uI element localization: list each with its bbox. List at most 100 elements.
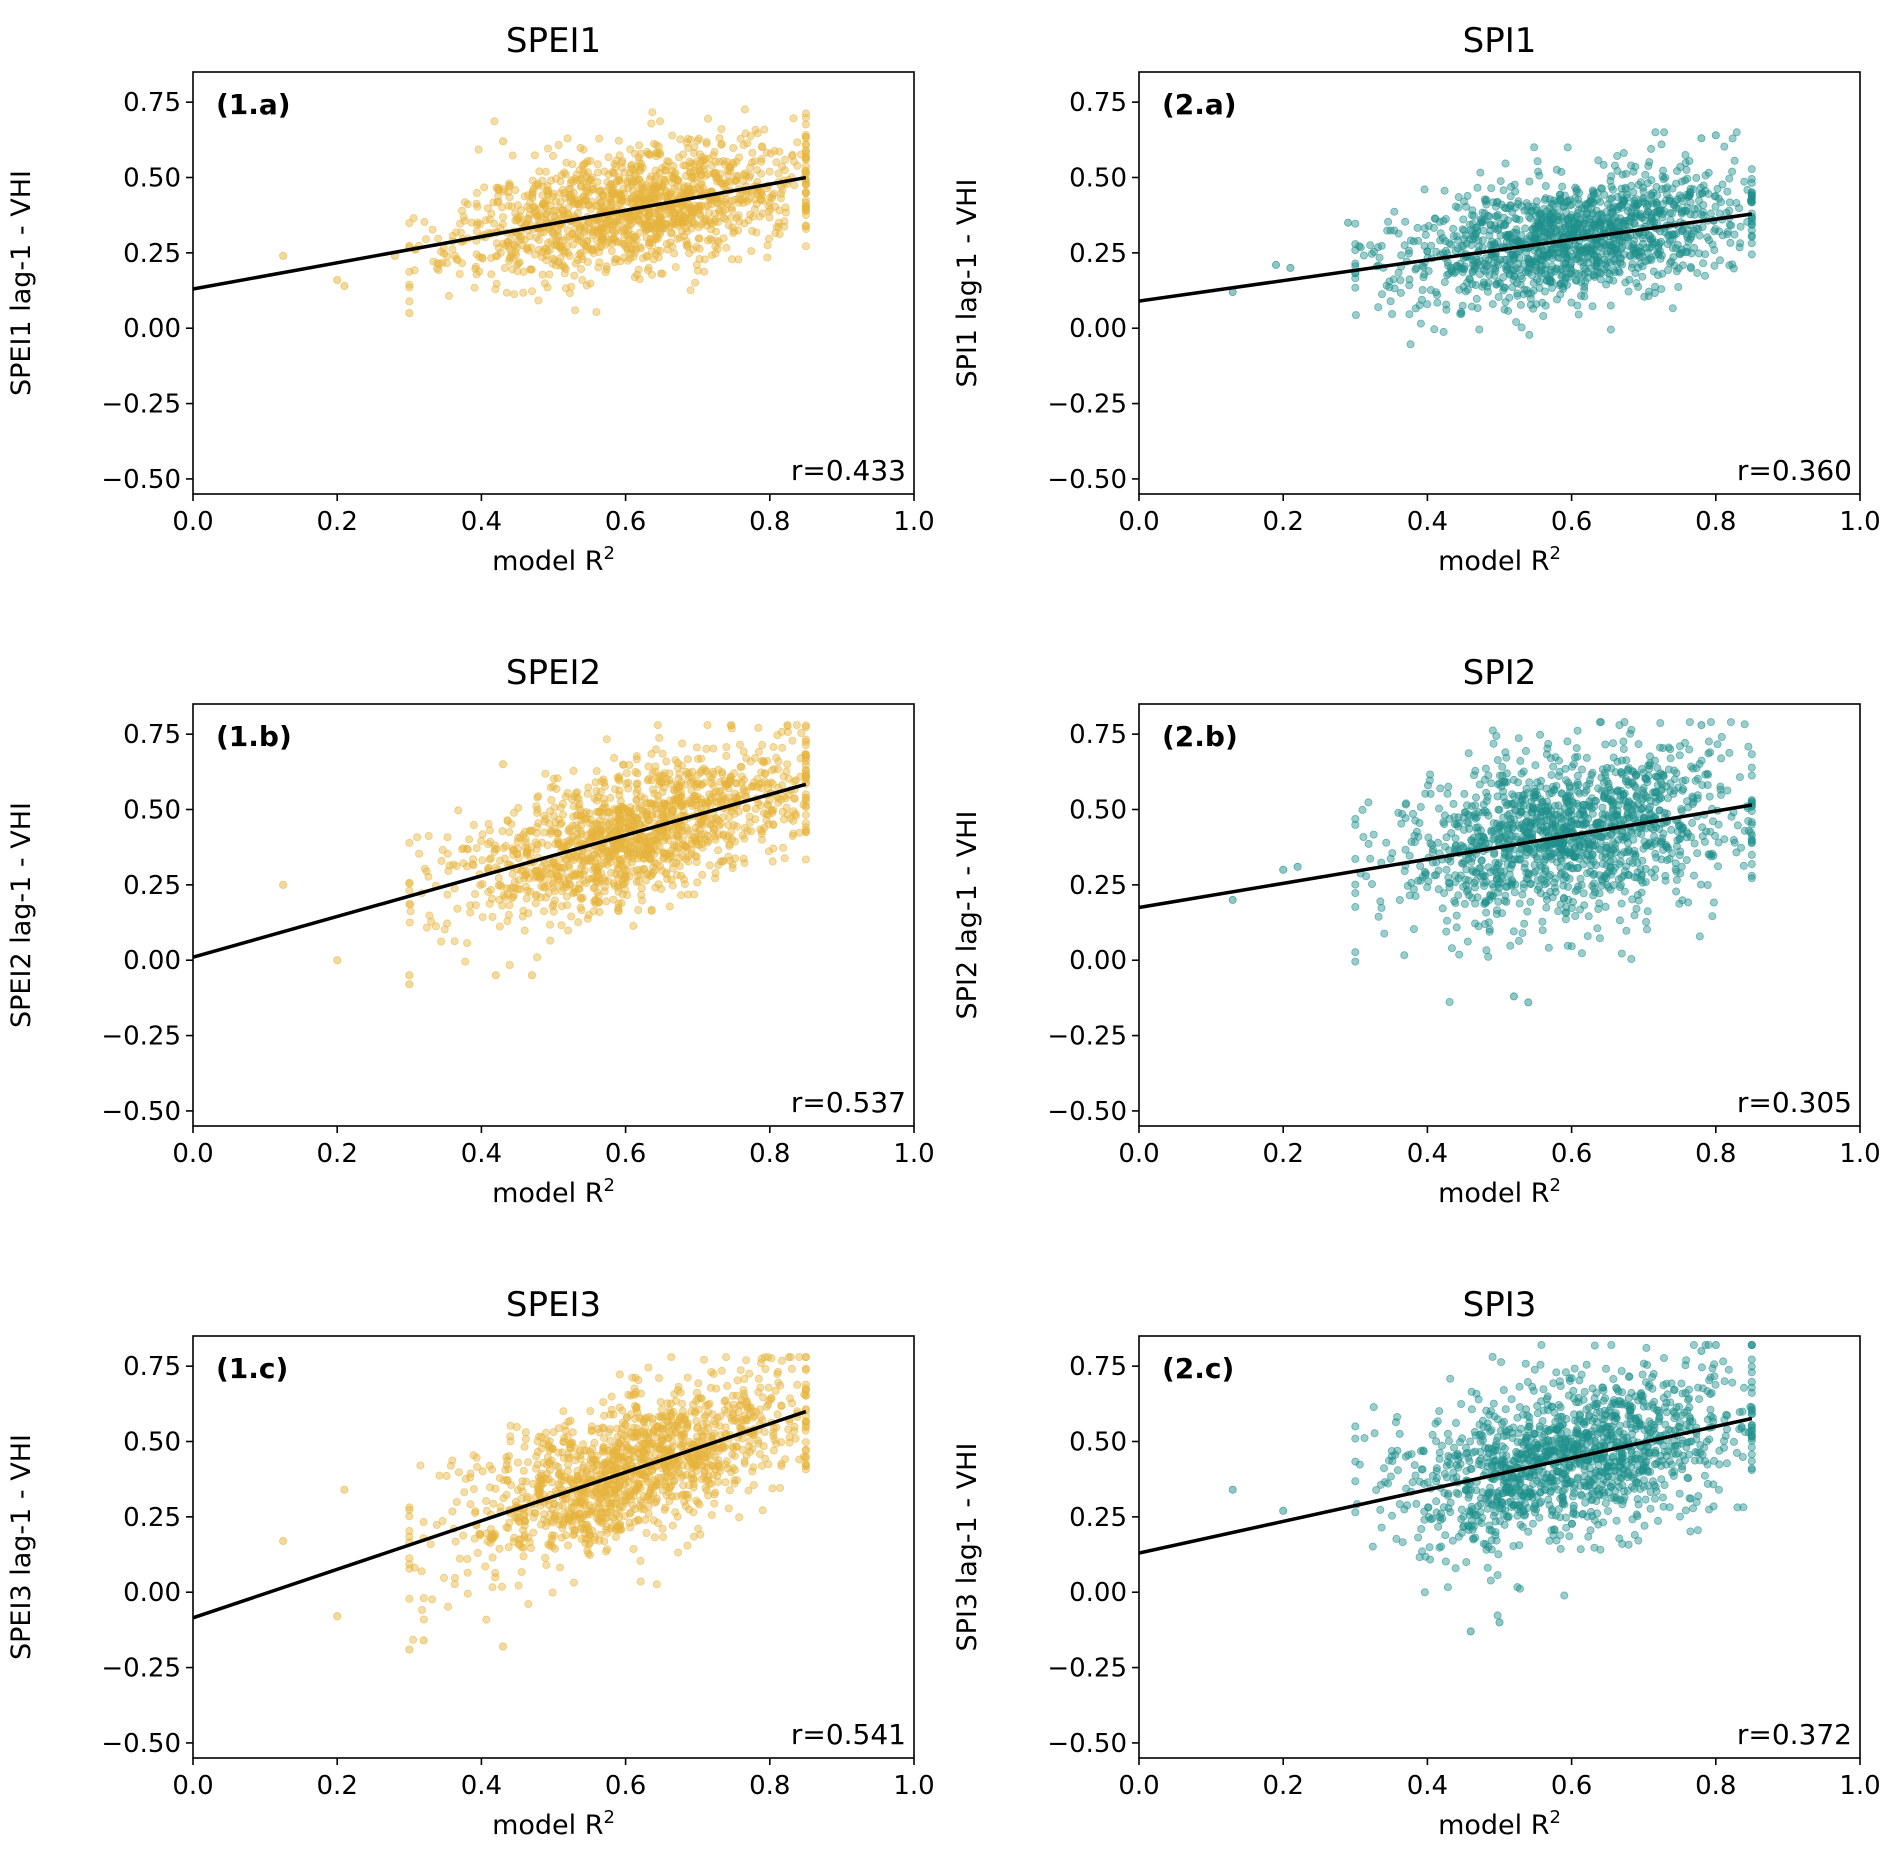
data-point <box>801 147 810 156</box>
data-point <box>600 883 609 892</box>
data-point <box>1632 231 1641 240</box>
data-point <box>710 147 719 156</box>
data-point <box>588 821 597 830</box>
data-point <box>1669 230 1678 239</box>
x-tick-label: 0.4 <box>1407 507 1448 537</box>
data-point <box>1616 214 1625 223</box>
data-point <box>1580 254 1589 263</box>
data-point <box>727 203 736 212</box>
data-point <box>500 893 509 902</box>
data-point <box>409 214 418 223</box>
data-point <box>1723 227 1732 236</box>
data-point <box>1671 859 1680 868</box>
y-axis-label: SPI1 lag-1 - VHI <box>952 179 983 388</box>
data-point <box>637 884 646 893</box>
correlation-label: r=0.433 <box>791 454 906 487</box>
data-point <box>1629 167 1638 176</box>
data-point <box>519 288 528 297</box>
data-point <box>595 258 604 267</box>
data-point <box>1656 206 1665 215</box>
data-point <box>738 831 747 840</box>
data-point <box>1726 238 1735 247</box>
data-point <box>1532 853 1541 862</box>
data-point <box>510 877 519 886</box>
data-point <box>500 263 509 272</box>
data-point <box>632 235 641 244</box>
data-point <box>711 874 720 883</box>
data-point <box>1656 719 1665 728</box>
data-point <box>490 844 499 853</box>
data-point <box>546 829 555 838</box>
data-point <box>1682 248 1691 257</box>
data-point <box>1736 222 1745 231</box>
data-point <box>615 826 624 835</box>
data-point <box>560 248 569 257</box>
data-point <box>739 747 748 756</box>
data-point <box>614 887 623 896</box>
correlation-label: r=0.537 <box>791 1086 906 1119</box>
data-point <box>551 197 560 206</box>
data-point <box>583 157 592 166</box>
data-point <box>748 158 757 167</box>
data-point <box>679 875 688 884</box>
data-point <box>684 143 693 152</box>
data-point <box>1603 763 1612 772</box>
data-point <box>1701 250 1710 259</box>
data-point <box>632 795 641 804</box>
data-point <box>1512 215 1521 224</box>
data-point <box>549 782 558 791</box>
data-point <box>1522 286 1531 295</box>
data-point <box>466 908 475 917</box>
y-axis-label: SPEI2 lag-1 - VHI <box>6 802 37 1028</box>
data-point <box>1519 290 1528 299</box>
data-point <box>1368 880 1377 889</box>
data-point <box>1382 281 1391 290</box>
data-point <box>621 818 630 827</box>
data-point <box>748 148 757 157</box>
data-point <box>1419 273 1428 282</box>
data-point <box>420 864 429 873</box>
y-tick-label: 0.25 <box>123 871 181 901</box>
data-point <box>405 918 414 927</box>
regression-line <box>1138 212 1753 303</box>
data-point <box>1549 243 1558 252</box>
data-point <box>1351 259 1360 268</box>
data-point <box>801 225 810 234</box>
data-point <box>539 228 548 237</box>
data-point <box>1514 734 1523 743</box>
data-point <box>1525 330 1534 339</box>
data-point <box>1492 280 1501 289</box>
x-tick-label: 0.8 <box>749 507 790 537</box>
data-point <box>1609 276 1618 285</box>
data-point <box>1491 202 1500 211</box>
data-point <box>601 268 610 277</box>
data-point <box>1672 875 1681 884</box>
data-point <box>490 117 499 126</box>
data-point <box>665 802 674 811</box>
data-point <box>595 807 604 816</box>
data-point <box>421 235 430 244</box>
data-point <box>578 196 587 205</box>
data-point <box>721 160 730 169</box>
data-point <box>1404 246 1413 255</box>
data-point <box>567 912 576 921</box>
data-point <box>730 789 739 798</box>
data-point <box>647 185 656 194</box>
data-point <box>533 823 542 832</box>
data-point <box>711 249 720 258</box>
data-point <box>610 258 619 267</box>
data-point <box>492 239 501 248</box>
data-point <box>1506 941 1515 950</box>
data-point <box>1442 305 1451 314</box>
data-point <box>1405 281 1414 290</box>
data-point <box>647 905 656 914</box>
data-point <box>472 199 481 208</box>
data-point <box>801 211 810 220</box>
data-point <box>1546 265 1555 274</box>
data-point <box>620 824 629 833</box>
data-point <box>1617 949 1626 958</box>
data-point <box>591 896 600 905</box>
data-point <box>507 202 516 211</box>
data-point <box>559 843 568 852</box>
data-point <box>1573 212 1582 221</box>
